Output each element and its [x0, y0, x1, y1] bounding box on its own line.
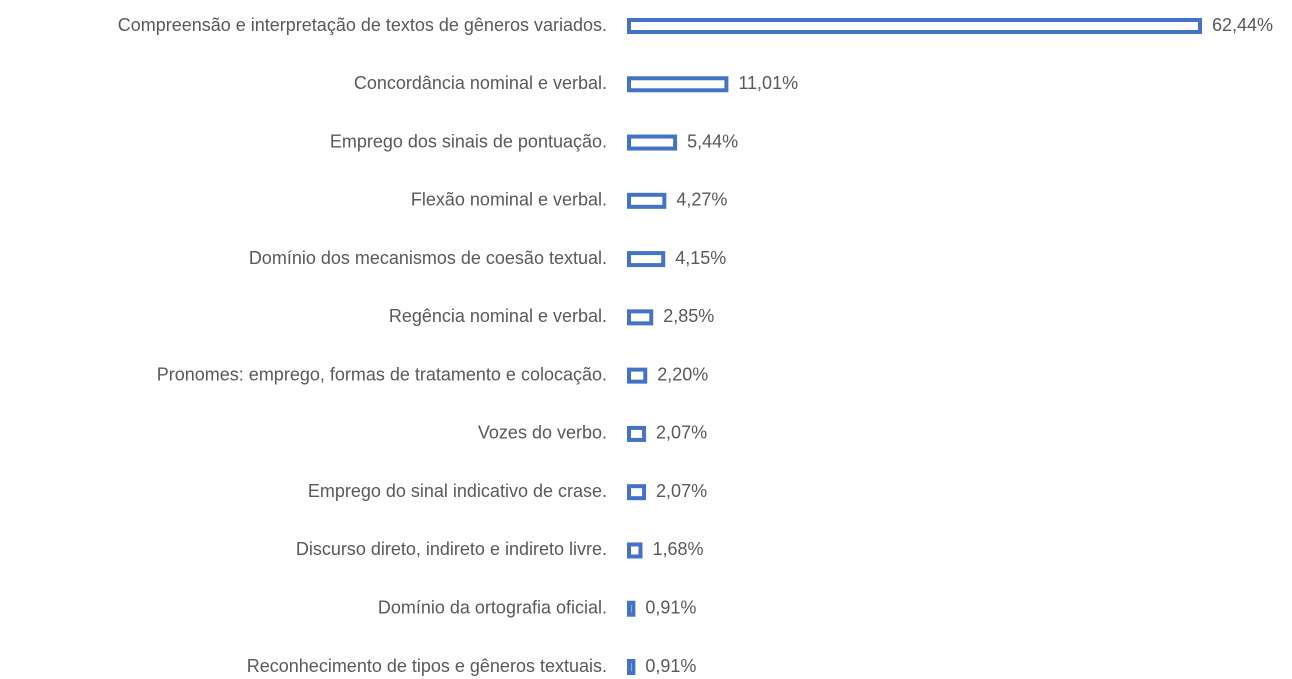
data-label: 2,20% [657, 364, 708, 384]
bar [627, 309, 654, 326]
data-label: 2,07% [656, 481, 707, 501]
bar [627, 367, 648, 384]
data-label: 5,44% [687, 131, 738, 151]
bar [627, 542, 643, 559]
category-label: Pronomes: emprego, formas de tratamento … [157, 364, 607, 384]
category-label: Discurso direto, indireto e indireto liv… [296, 539, 607, 559]
data-label: 2,85% [663, 306, 714, 326]
data-label: 11,01% [738, 73, 798, 93]
bar [627, 484, 647, 501]
category-label: Vozes do verbo. [478, 423, 607, 443]
category-label: Emprego do sinal indicativo de crase. [308, 481, 607, 501]
data-label: 62,44% [1212, 15, 1273, 35]
category-label: Concordância nominal e verbal. [354, 73, 607, 93]
category-label: Emprego dos sinais de pontuação. [330, 131, 607, 151]
data-label: 1,68% [652, 539, 703, 559]
bar [627, 425, 647, 442]
bar [627, 192, 667, 209]
category-label: Compreensão e interpretação de textos de… [118, 15, 607, 35]
category-label: Reconhecimento de tipos e gêneros textua… [247, 656, 607, 676]
data-label: 2,07% [656, 423, 707, 443]
data-label: 0,91% [645, 656, 696, 676]
category-label: Regência nominal e verbal. [389, 306, 607, 326]
bar [627, 600, 636, 617]
data-label: 0,91% [645, 597, 696, 617]
bar [627, 251, 666, 268]
bar [627, 134, 678, 151]
data-label: 4,15% [675, 248, 726, 268]
data-label: 4,27% [676, 190, 727, 210]
category-label: Flexão nominal e verbal. [411, 190, 607, 210]
bar [627, 659, 636, 675]
category-label: Domínio da ortografia oficial. [378, 597, 607, 617]
bar [627, 76, 729, 93]
category-label: Domínio dos mecanismos de coesão textual… [249, 248, 607, 268]
bar [627, 18, 1202, 34]
